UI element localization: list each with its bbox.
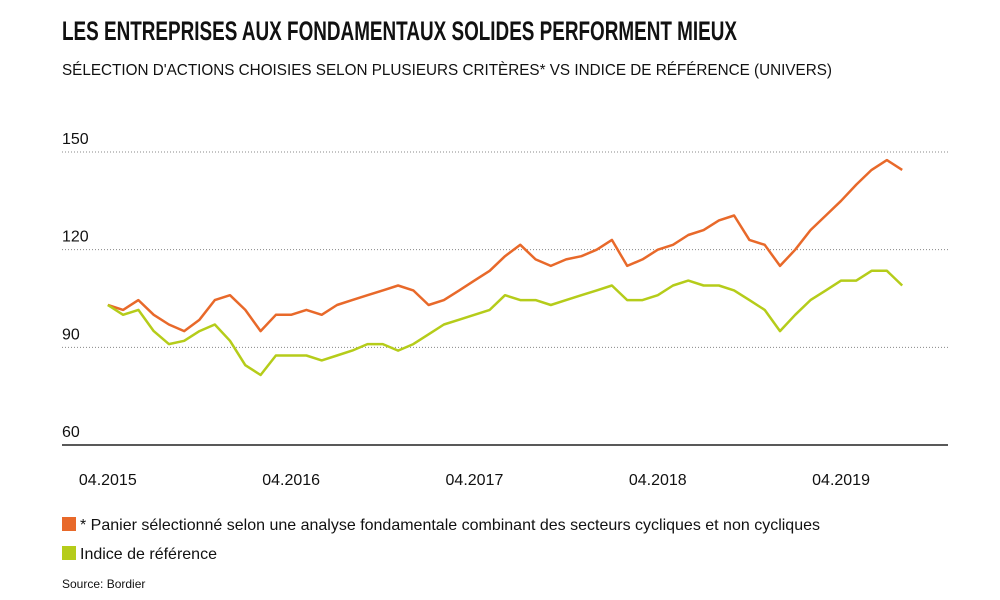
y-tick-label: 150	[62, 131, 89, 148]
series-line	[107, 269, 904, 377]
legend-swatch	[62, 546, 76, 560]
y-tick-label: 60	[62, 424, 80, 441]
x-tick-label: 04.2016	[262, 472, 320, 489]
legend-swatch	[62, 517, 76, 531]
series-line	[107, 158, 903, 333]
x-tick-label: 04.2017	[446, 472, 504, 489]
chart-subtitle: SÉLECTION D'ACTIONS CHOISIES SELON PLUSI…	[62, 60, 832, 79]
legend-label: Indice de référence	[80, 546, 217, 563]
y-tick-label: 90	[62, 326, 80, 343]
x-tick-label: 04.2015	[79, 472, 137, 489]
chart-title: LES ENTREPRISES AUX FONDAMENTAUX SOLIDES…	[62, 16, 737, 46]
legend-label: * Panier sélectionné selon une analyse f…	[80, 517, 820, 534]
y-tick-label: 120	[62, 229, 89, 246]
x-tick-label: 04.2019	[812, 472, 870, 489]
x-tick-label: 04.2018	[629, 472, 687, 489]
source: Source: Bordier	[62, 577, 145, 591]
